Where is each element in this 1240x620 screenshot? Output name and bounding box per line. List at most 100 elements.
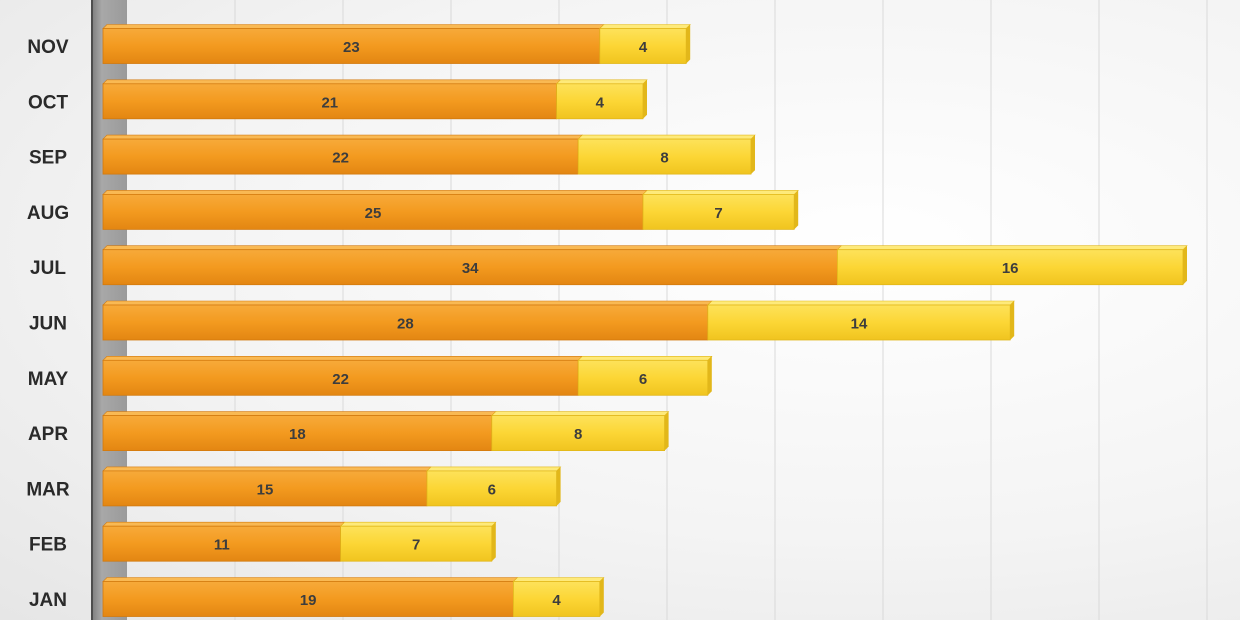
- bar-front-face: [102, 249, 838, 286]
- bar-front-face: [102, 470, 428, 507]
- bar-segment: 4: [599, 24, 691, 64]
- bar-top-face: [491, 411, 670, 416]
- bar-front-face: [577, 138, 752, 175]
- bar-segment: 18: [102, 411, 497, 452]
- bar-top-face: [426, 466, 562, 472]
- bar-front-face: [102, 415, 493, 452]
- data-label: 18: [289, 426, 306, 443]
- bar-segment: 28: [102, 300, 713, 341]
- data-label: 4: [596, 94, 605, 111]
- bar-top-face: [102, 190, 648, 195]
- category-label: APR: [28, 424, 68, 445]
- bar-side-face: [599, 577, 604, 617]
- bar-segment: 6: [426, 466, 562, 507]
- bar-top-face: [102, 24, 605, 29]
- bar-front-face: [102, 83, 558, 120]
- bar-side-face: [643, 79, 647, 119]
- bar-top-face: [102, 300, 713, 306]
- bar-front-face: [102, 581, 514, 617]
- data-label: 23: [343, 39, 360, 56]
- bar-top-face: [102, 466, 432, 472]
- category-label: MAY: [28, 369, 69, 390]
- bar-top-face: [102, 134, 583, 140]
- bar-front-face: [577, 359, 709, 396]
- data-label: 8: [574, 426, 582, 443]
- category-label: SEP: [29, 148, 67, 169]
- data-label: 4: [639, 39, 648, 56]
- bar-side-face: [664, 411, 669, 451]
- bar-front-face: [426, 470, 558, 507]
- data-label: 7: [412, 537, 420, 554]
- bar-segment: 7: [642, 190, 799, 230]
- bar-segment: 4: [512, 577, 605, 617]
- bar-segment: 22: [102, 134, 583, 175]
- category-labels: NOV OCT SEP AUG JUL JUN MAY APR MAR FEB JAN: [26, 37, 70, 611]
- category-label: FEB: [29, 535, 67, 556]
- bar-front-face: [599, 28, 687, 64]
- bar-top-face: [555, 79, 648, 85]
- data-label: 8: [660, 150, 668, 167]
- bar-top-face: [707, 300, 1015, 306]
- bar-side-face: [556, 466, 561, 506]
- category-label: JAN: [29, 590, 67, 611]
- bar-side-face: [1183, 245, 1187, 285]
- bars-group: 23 4 21 4 22 8 25 7 34 16 28 14 22 6 18 8 15 6 11 7 19 4: [102, 24, 1188, 617]
- bar-segment: 11: [102, 521, 346, 562]
- category-label: MAR: [26, 479, 70, 500]
- category-label: NOV: [27, 37, 69, 58]
- data-label: 34: [462, 260, 479, 277]
- bar-segment: 7: [339, 521, 497, 562]
- bar-front-face: [707, 304, 1011, 341]
- bar-side-face: [751, 135, 755, 175]
- bar-top-face: [102, 521, 346, 527]
- bar-segment: 19: [102, 577, 519, 617]
- bar-segment: 14: [707, 300, 1015, 341]
- data-label: 6: [488, 481, 496, 498]
- bar-segment: 8: [491, 411, 670, 452]
- bar-top-face: [102, 411, 497, 416]
- bar-top-face: [577, 355, 713, 361]
- bar-segment: 25: [102, 190, 648, 230]
- bar-top-face: [102, 577, 519, 582]
- bar-side-face: [686, 24, 691, 64]
- bar-segment: 15: [102, 466, 432, 507]
- bar-top-face: [102, 355, 583, 361]
- bar-segment: 4: [555, 79, 648, 120]
- data-label: 22: [332, 150, 349, 167]
- data-label: 6: [639, 371, 647, 388]
- category-label: JUN: [29, 314, 67, 335]
- bar-segment: 23: [102, 24, 605, 64]
- bar-top-face: [577, 134, 756, 140]
- bar-segment: 8: [577, 134, 756, 175]
- bar-segment: 16: [836, 245, 1188, 286]
- data-label: 14: [851, 316, 868, 333]
- bar-top-face: [102, 79, 562, 85]
- bar-front-face: [491, 415, 665, 452]
- bar-top-face: [642, 190, 799, 195]
- bar-front-face: [102, 193, 644, 230]
- category-label: JUL: [30, 258, 66, 279]
- data-label: 22: [332, 371, 349, 388]
- data-label: 4: [552, 592, 561, 609]
- bar-top-face: [102, 245, 843, 250]
- data-label: 7: [714, 205, 722, 222]
- bar-segment: 22: [102, 355, 583, 396]
- bar-side-face: [491, 522, 496, 562]
- data-label: 19: [300, 592, 317, 609]
- bar-side-face: [1010, 301, 1015, 340]
- bar-front-face: [642, 193, 795, 230]
- category-label: AUG: [27, 203, 69, 224]
- data-label: 21: [321, 94, 338, 111]
- bar-side-face: [794, 190, 799, 230]
- bar-front-face: [102, 304, 709, 341]
- bar-front-face: [102, 138, 579, 175]
- data-label: 28: [397, 316, 414, 333]
- bar-front-face: [556, 83, 644, 120]
- bar-front-face: [340, 525, 493, 562]
- data-label: 25: [365, 205, 382, 222]
- data-label: 15: [257, 481, 274, 498]
- bar-side-face: [707, 356, 712, 396]
- bar-segment: 34: [102, 245, 843, 286]
- data-label: 11: [214, 537, 230, 554]
